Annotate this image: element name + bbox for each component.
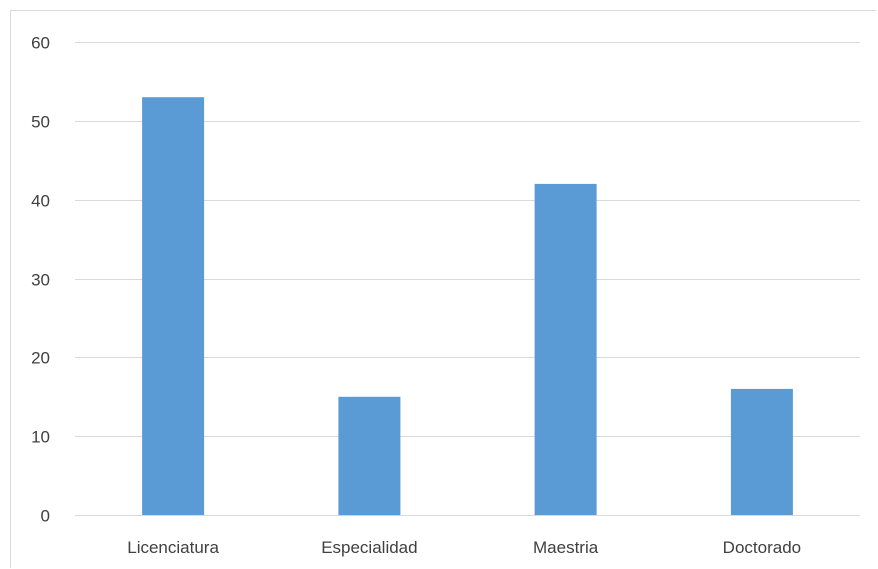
- bars: [142, 97, 793, 516]
- x-tick-label-licenciatura: Licenciatura: [127, 538, 219, 557]
- bar-licenciatura: [142, 97, 205, 515]
- y-tick-label: 0: [41, 507, 50, 526]
- y-tick-label: 40: [31, 192, 50, 211]
- y-axis-tick-labels: 0 10 20 30 40 50 60: [31, 34, 50, 526]
- y-tick-label: 50: [31, 113, 50, 132]
- y-tick-label: 20: [31, 349, 50, 368]
- y-tick-label: 60: [31, 34, 50, 53]
- y-tick-label: 10: [31, 428, 50, 447]
- bar-especialidad: [338, 396, 401, 516]
- grid-lines: [75, 42, 860, 516]
- x-axis-tick-labels: Licenciatura Especialidad Maestria Doctorad…: [127, 538, 801, 557]
- bar-maestria: [534, 183, 597, 515]
- x-tick-label-especialidad: Especialidad: [321, 538, 417, 557]
- y-tick-label: 30: [31, 271, 50, 290]
- bar-doctorado: [730, 388, 793, 515]
- x-tick-label-doctorado: Doctorado: [723, 538, 801, 557]
- x-tick-label-maestria: Maestria: [533, 538, 599, 557]
